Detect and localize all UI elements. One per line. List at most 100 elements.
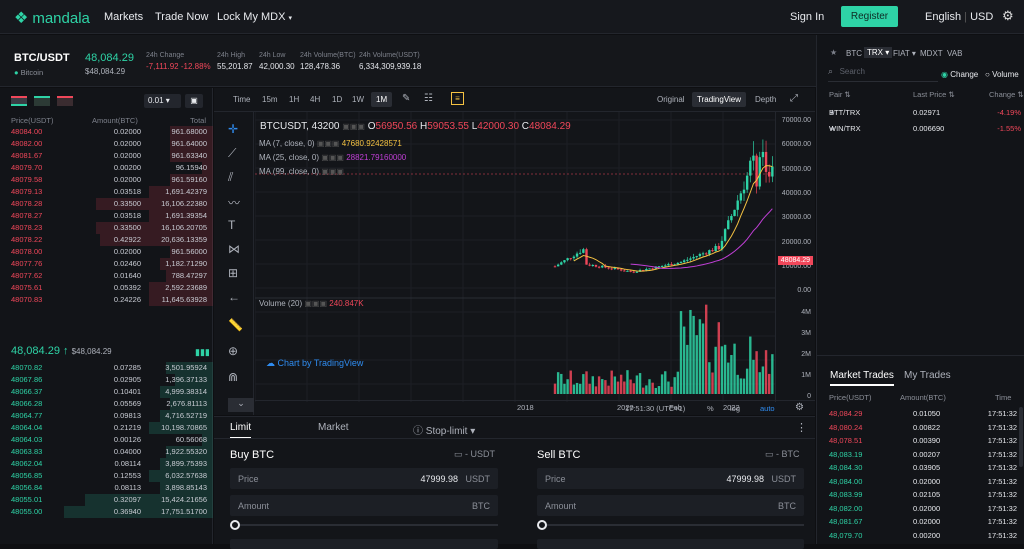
ruler-icon[interactable]: 📏 (228, 318, 243, 332)
bid-row[interactable]: 48062.04 0.08114 3,899.75393 (0, 458, 213, 470)
ask-row[interactable]: 48079.58 0.02000 961.59160 (0, 174, 213, 186)
view-tradingview[interactable]: TradingView (692, 92, 747, 107)
tf-time[interactable]: Time (233, 95, 251, 104)
search-input[interactable]: Search (839, 67, 865, 76)
sign-in-link[interactable]: Sign In (790, 11, 825, 23)
bid-row[interactable]: 48070.82 0.07285 3,501.95924 (0, 362, 213, 374)
radio-change[interactable]: ◉ Change (941, 70, 979, 79)
col-pair-header[interactable]: Pair ⇅ (829, 90, 851, 99)
bid-row[interactable]: 48055.01 0.32097 15,424.21656 (0, 494, 213, 506)
book-settings-icon[interactable]: ▣ (185, 94, 203, 108)
tf-1d[interactable]: 1D (332, 95, 343, 104)
fork-icon[interactable]: ⫽ (228, 170, 234, 184)
fullscreen-icon[interactable]: ⤢ (790, 93, 798, 104)
ask-row[interactable]: 48070.83 0.24226 11,645.63928 (0, 294, 213, 306)
sell-total-field[interactable] (537, 539, 804, 549)
candlestick-plot[interactable]: 2018 2020 Feb 2022 (255, 112, 775, 412)
text-tool-icon[interactable]: T (228, 218, 236, 232)
radio-volume[interactable]: ○ Volume (985, 70, 1019, 79)
tf-4h[interactable]: 4H (310, 95, 321, 104)
nav-trade-now[interactable]: Trade Now (155, 11, 209, 23)
ask-row[interactable]: 48075.61 0.05392 2,592.23689 (0, 282, 213, 294)
buy-total-field[interactable] (230, 539, 498, 549)
tradingview-watermark[interactable]: ☁ Chart by TradingView (266, 358, 364, 368)
language-selector[interactable]: English | USD (925, 11, 994, 23)
register-button[interactable]: Register (841, 6, 898, 27)
zoom-icon[interactable]: ⊕ (228, 344, 239, 358)
bid-row[interactable]: 48066.37 0.10401 4,999.38314 (0, 386, 213, 398)
bid-row[interactable]: 48063.83 0.04000 1,922.55320 (0, 446, 213, 458)
nav-lock-my-mdx[interactable]: Lock My MDX ▾ (217, 11, 293, 23)
market-tab-trx[interactable]: TRX ▾ (864, 47, 893, 58)
brush-icon[interactable]: 〰 (228, 196, 241, 210)
bid-row[interactable]: 48064.03 0.00126 60.56068 (0, 434, 213, 446)
book-asks-icon[interactable] (57, 96, 73, 106)
bid-row[interactable]: 48064.77 0.09813 4,716.52719 (0, 410, 213, 422)
more-icon[interactable]: ⋮ (796, 422, 807, 434)
view-depth[interactable]: Depth (755, 95, 777, 104)
star-icon[interactable]: ★ (830, 48, 838, 57)
gear-icon[interactable]: ⚙ (1002, 8, 1014, 23)
magnet-icon[interactable]: ⋒ (228, 370, 239, 384)
tab-stop-limit[interactable]: ⓘ Stop-limit ▾ (413, 426, 476, 437)
pair-title[interactable]: BTC/USDT (14, 52, 70, 64)
tf-1w[interactable]: 1W (352, 95, 364, 104)
chart-settings-icon[interactable]: ⚙ (795, 402, 804, 413)
market-row[interactable]: ★ WIN/TRX 0.006690 -1.55% (829, 124, 1021, 133)
market-tab-vab[interactable]: VAB (947, 49, 963, 58)
ask-row[interactable]: 48078.00 0.02000 961.56000 (0, 246, 213, 258)
tf-1h[interactable]: 1H (289, 95, 300, 104)
bid-row[interactable]: 48066.28 0.05569 2,676.81113 (0, 398, 213, 410)
sell-slider-track[interactable] (547, 524, 804, 526)
indicators-icon[interactable]: ☷ (424, 93, 433, 104)
tab-market-trades[interactable]: Market Trades (830, 370, 894, 386)
ask-row[interactable]: 48078.28 0.33500 16,106.22380 (0, 198, 213, 210)
book-both-icon[interactable] (11, 96, 27, 106)
collapse-icon[interactable]: ⌄ (228, 398, 254, 412)
ask-row[interactable]: 48079.70 0.00200 96.15940 (0, 162, 213, 174)
tab-market[interactable]: Market (318, 422, 349, 433)
market-tab-btc[interactable]: BTC (846, 49, 862, 58)
buy-price-field[interactable]: Price 47999.98 USDT (230, 468, 498, 489)
buy-amount-field[interactable]: Amount BTC (230, 495, 498, 516)
pencil-icon[interactable]: ✎ (402, 93, 411, 104)
measure-icon[interactable]: ⊞ (228, 266, 239, 280)
notes-icon[interactable]: ≡ (451, 92, 464, 105)
tf-1m[interactable]: 1M (371, 92, 393, 107)
auto-toggle[interactable]: auto (760, 404, 775, 413)
tab-my-trades[interactable]: My Trades (904, 370, 951, 381)
bid-row[interactable]: 48056.84 0.08113 3,898.85143 (0, 482, 213, 494)
ask-row[interactable]: 48078.23 0.33500 16,106.20705 (0, 222, 213, 234)
buy-slider-handle[interactable] (230, 520, 240, 530)
bid-row[interactable]: 48056.85 0.12553 6,032.57638 (0, 470, 213, 482)
tab-limit[interactable]: Limit (230, 422, 252, 439)
market-tab-mdxt[interactable]: MDXT (920, 49, 943, 58)
precision-select[interactable]: 0.01 ▾ (144, 94, 181, 108)
logo[interactable]: ❖ mandala (14, 8, 90, 28)
bid-row[interactable]: 48067.86 0.02905 1,396.37133 (0, 374, 213, 386)
col-change-header[interactable]: Change ⇅ (989, 90, 1024, 99)
sell-amount-field[interactable]: Amount BTC (537, 495, 804, 516)
trendline-icon[interactable]: ⟋ (228, 146, 237, 160)
nav-markets[interactable]: Markets (104, 11, 144, 23)
back-arrow-icon[interactable]: ← (228, 290, 240, 304)
tf-15m[interactable]: 15m (262, 95, 278, 104)
market-row[interactable]: ★ BTT/TRX 0.02971 -4.19% (829, 108, 1021, 117)
ask-row[interactable]: 48078.22 0.42922 20,636.13359 (0, 234, 213, 246)
bid-row[interactable]: 48064.04 0.21219 10,198.70865 (0, 422, 213, 434)
crosshair-icon[interactable]: ✛ (228, 122, 239, 136)
ask-row[interactable]: 48077.62 0.01640 788.47297 (0, 270, 213, 282)
ask-row[interactable]: 48084.00 0.02000 961.68000 (0, 126, 213, 138)
percent-toggle[interactable]: % (707, 404, 714, 413)
bid-row[interactable]: 48055.00 0.36940 17,751.51700 (0, 506, 213, 518)
view-original[interactable]: Original (657, 95, 685, 104)
ask-row[interactable]: 48081.67 0.02000 961.63340 (0, 150, 213, 162)
ask-row[interactable]: 48078.27 0.03518 1,691.39354 (0, 210, 213, 222)
log-toggle[interactable]: log (730, 404, 741, 413)
pattern-icon[interactable]: ⋈ (228, 242, 240, 256)
ask-row[interactable]: 48077.76 0.02460 1,182.71290 (0, 258, 213, 270)
scrollbar[interactable] (1019, 407, 1023, 467)
ask-row[interactable]: 48082.00 0.02000 961.64000 (0, 138, 213, 150)
market-search[interactable]: ⌕ Search (828, 66, 938, 82)
sell-slider-handle[interactable] (537, 520, 547, 530)
